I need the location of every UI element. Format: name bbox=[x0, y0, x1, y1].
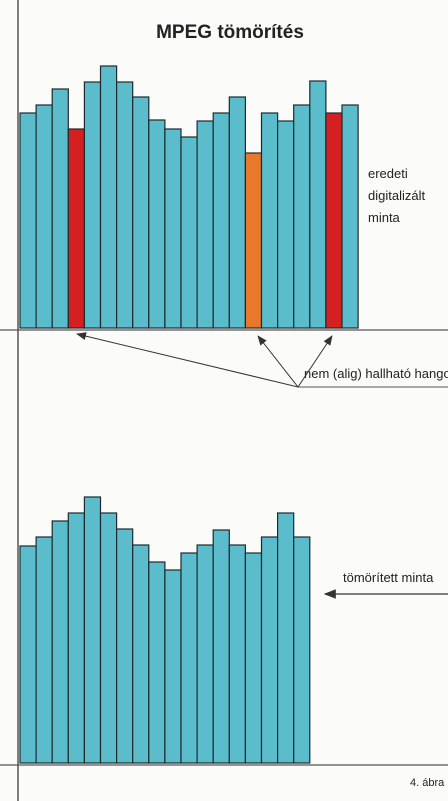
sample-bar bbox=[115, 81, 134, 329]
sample-bar bbox=[51, 88, 69, 329]
sample-bar bbox=[148, 119, 166, 329]
sample-bar bbox=[148, 561, 166, 764]
original-label: eredeti bbox=[368, 166, 408, 181]
sample-bar bbox=[67, 512, 86, 764]
sample-bar bbox=[19, 545, 37, 764]
sample-bar bbox=[164, 569, 182, 764]
sample-bar bbox=[132, 96, 150, 329]
sample-bar bbox=[19, 112, 37, 329]
arrow bbox=[297, 335, 333, 388]
sample-bar bbox=[83, 496, 102, 764]
sample-bar bbox=[180, 136, 198, 329]
sample-bar bbox=[277, 120, 295, 329]
sample-bar bbox=[212, 112, 230, 329]
sample-bar bbox=[228, 544, 247, 764]
sample-bar bbox=[260, 112, 279, 329]
sample-bar bbox=[325, 112, 343, 329]
sample-bar bbox=[99, 65, 118, 329]
sample-bar bbox=[99, 512, 118, 764]
original-label: digitalizált bbox=[368, 188, 425, 203]
figure-label: 4. ábra bbox=[410, 777, 445, 789]
title: MPEG tömörítés bbox=[156, 22, 304, 43]
sample-bar bbox=[212, 529, 230, 764]
sample-bar bbox=[196, 544, 214, 764]
arrow bbox=[76, 332, 299, 388]
sample-bar bbox=[83, 81, 102, 329]
sample-bar bbox=[244, 152, 263, 329]
sample-bar bbox=[35, 536, 53, 764]
original-label: minta bbox=[368, 210, 401, 225]
sample-bar bbox=[51, 520, 69, 764]
sample-bar bbox=[309, 80, 327, 329]
sample-bar bbox=[180, 552, 198, 764]
sample-bar bbox=[293, 104, 311, 329]
sample-bar bbox=[196, 120, 214, 329]
sample-bar bbox=[260, 536, 279, 764]
bar-groups bbox=[19, 65, 359, 764]
sample-bar bbox=[293, 536, 311, 764]
sample-bar bbox=[35, 104, 53, 329]
sample-bar bbox=[244, 552, 263, 764]
sample-bar bbox=[164, 128, 182, 329]
inaudible-label: nem (alig) hallható hangok bbox=[304, 366, 448, 381]
sample-bar bbox=[341, 104, 359, 329]
sample-bar bbox=[132, 544, 150, 764]
compressed-label: tömörített minta bbox=[343, 570, 434, 585]
sample-bar bbox=[67, 128, 86, 329]
sample-bar bbox=[277, 512, 295, 764]
sample-bar bbox=[115, 528, 134, 764]
sample-bar bbox=[228, 96, 247, 329]
arrow bbox=[257, 335, 299, 388]
